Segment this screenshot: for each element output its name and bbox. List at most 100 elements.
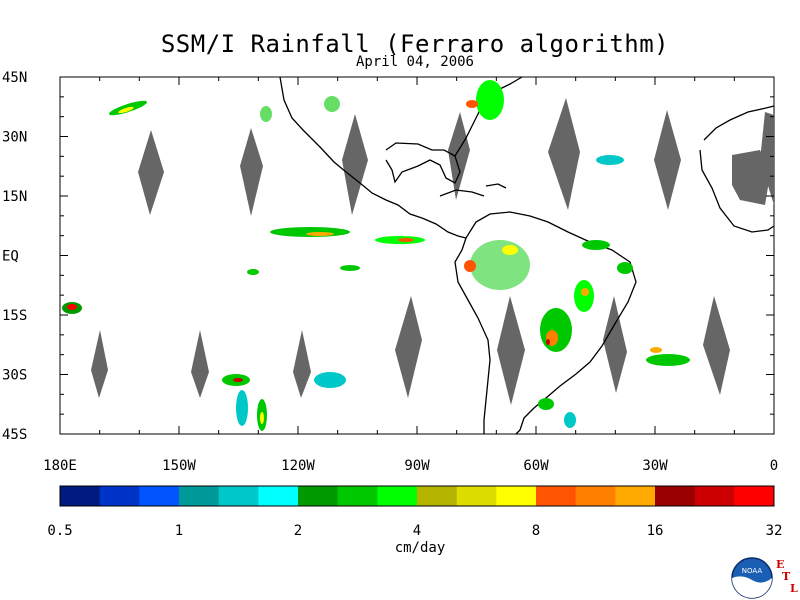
- rain-cell: [502, 245, 518, 255]
- lon-tick-label: 120W: [281, 458, 315, 474]
- colorbar-swatch: [258, 486, 299, 506]
- etl-letter-e: E: [776, 558, 785, 571]
- rain-cell: [466, 100, 478, 108]
- lon-tick-label: 30W: [642, 458, 668, 474]
- axis-ticks: [59, 76, 775, 435]
- colorbar-swatch: [417, 486, 458, 506]
- etl-letter-t: T: [782, 570, 791, 583]
- colorbar-swatch: [655, 486, 696, 506]
- colorbar-tick-label: 2: [294, 523, 302, 539]
- noaa-logo-text: NOAA: [742, 567, 763, 575]
- lon-tick-label: 0: [770, 458, 778, 474]
- colorbar-tick-labels: 0.5 1 2 4 8 16 32: [47, 523, 782, 539]
- colorbar-unit-label: cm/day: [394, 540, 446, 556]
- colorbar: [60, 486, 775, 506]
- lon-tick-label: 60W: [523, 458, 549, 474]
- lon-tick-label: 90W: [404, 458, 430, 474]
- colorbar-tick-label: 1: [175, 523, 183, 539]
- rain-cell: [650, 347, 662, 353]
- rain-cell: [306, 232, 334, 236]
- lat-tick-label: 45N: [2, 70, 27, 86]
- coastline-south-america-west: [454, 237, 491, 434]
- swath: [191, 330, 209, 398]
- colorbar-swatch: [337, 486, 378, 506]
- lon-tick-label: 180E: [43, 458, 77, 474]
- rain-cell: [646, 354, 690, 366]
- lat-tick-label: 15N: [2, 189, 27, 205]
- swath: [548, 98, 580, 210]
- coastline-cuba: [439, 189, 485, 197]
- lat-tick-label: EQ: [2, 249, 19, 265]
- rain-cell: [464, 260, 476, 272]
- rain-cell: [596, 155, 624, 165]
- lat-tick-label: 30N: [2, 130, 27, 146]
- lon-tick-label: 150W: [162, 458, 196, 474]
- swath: [497, 296, 525, 405]
- colorbar-tick-label: 16: [647, 523, 664, 539]
- lat-tick-label: 15S: [2, 308, 27, 324]
- colorbar-swatch: [60, 486, 101, 506]
- rain-cell: [233, 378, 243, 382]
- rainfall-cells: [62, 80, 690, 431]
- swath: [448, 112, 470, 200]
- no-data-swaths: [91, 98, 774, 405]
- swath: [732, 150, 770, 205]
- rain-cell: [538, 398, 554, 410]
- rain-cell: [67, 304, 77, 310]
- colorbar-swatch: [456, 486, 497, 506]
- lat-tick-label: 30S: [2, 368, 27, 384]
- colorbar-swatch: [615, 486, 656, 506]
- swath: [91, 330, 108, 398]
- rain-cell: [247, 269, 259, 275]
- rain-cell: [340, 265, 360, 271]
- colorbar-swatch: [734, 486, 775, 506]
- rain-cell: [546, 339, 550, 345]
- rain-cell: [582, 240, 610, 250]
- colorbar-swatch: [139, 486, 180, 506]
- swath: [703, 296, 730, 395]
- colorbar-swatch: [179, 486, 220, 506]
- colorbar-swatch: [218, 486, 259, 506]
- colorbar-swatch: [575, 486, 616, 506]
- coastline-hispaniola: [485, 183, 507, 189]
- rain-cell: [260, 412, 264, 424]
- etl-letter-l: L: [790, 582, 798, 595]
- swath: [395, 296, 422, 398]
- rain-cell: [314, 372, 346, 388]
- chart-date: April 04, 2006: [355, 54, 474, 70]
- swath: [603, 296, 627, 393]
- coastline-africa: [699, 105, 775, 233]
- rain-cell: [564, 412, 576, 428]
- colorbar-swatch: [496, 486, 537, 506]
- rain-cell: [260, 106, 272, 122]
- rain-cell: [236, 390, 248, 426]
- chart-title: SSM/I Rainfall (Ferraro algorithm): [160, 30, 670, 58]
- swath: [342, 114, 368, 215]
- rain-cell: [476, 80, 504, 120]
- colorbar-tick-label: 0.5: [47, 523, 72, 539]
- swath: [654, 110, 681, 210]
- rain-cell: [270, 227, 350, 237]
- rain-cell: [118, 106, 134, 114]
- rain-cell: [398, 238, 414, 242]
- noaa-logo: NOAA: [731, 557, 773, 599]
- colorbar-swatch: [298, 486, 339, 506]
- rain-cell: [324, 96, 340, 112]
- rain-cell: [470, 240, 530, 290]
- colorbar-swatch: [99, 486, 140, 506]
- rain-cell: [540, 308, 572, 352]
- map-frame: [59, 76, 775, 435]
- colorbar-swatch: [694, 486, 735, 506]
- lat-tick-label: 45S: [2, 427, 27, 443]
- colorbar-swatch: [536, 486, 577, 506]
- coastline-north-america: [279, 76, 467, 239]
- swath: [760, 112, 774, 205]
- longitude-labels: 180E 150W 120W 90W 60W 30W 0: [43, 458, 778, 474]
- coastline-gulf-us: [385, 142, 461, 184]
- swath: [293, 330, 311, 398]
- colorbar-tick-label: 32: [766, 523, 783, 539]
- colorbar-frame: [59, 485, 775, 507]
- swath: [240, 128, 263, 216]
- etl-mark: E T L: [772, 556, 800, 600]
